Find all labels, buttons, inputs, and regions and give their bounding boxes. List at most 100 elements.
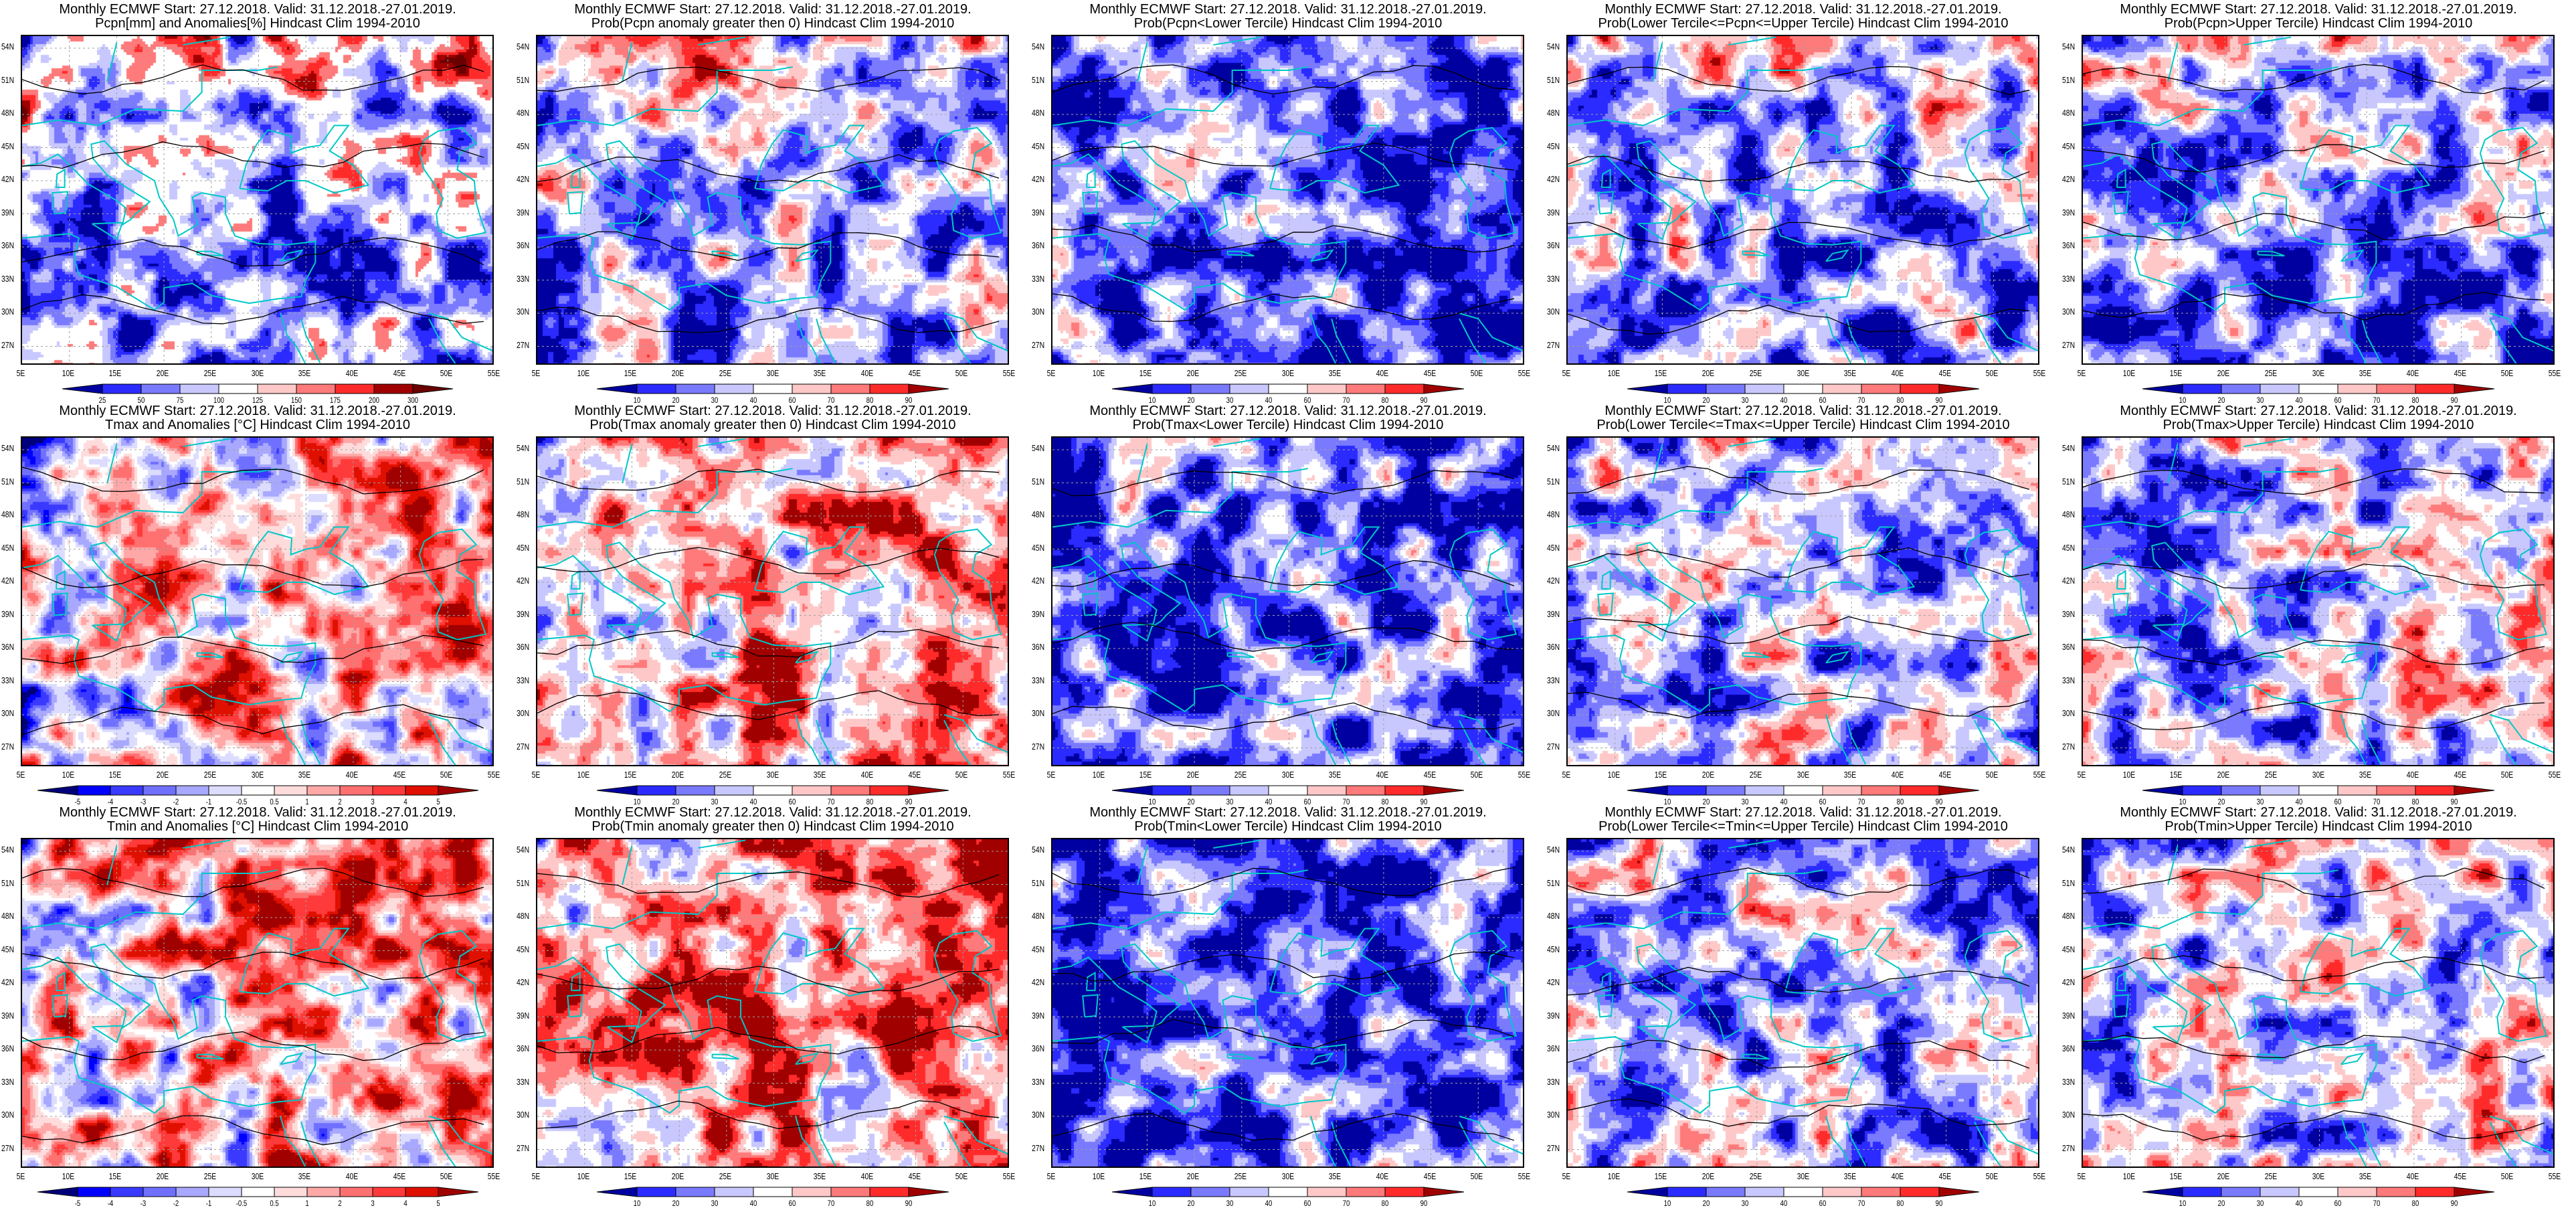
x-tick-label: 25E <box>203 368 217 378</box>
y-tick-label: 33N <box>1 675 15 685</box>
coastline <box>2083 468 2338 528</box>
y-tick-label: 30N <box>1032 307 1045 317</box>
x-tick-label: 10E <box>62 368 74 378</box>
x-tick-label: 15E <box>624 368 637 378</box>
x-tick-label: 55E <box>487 770 500 780</box>
colorbar-box <box>2221 383 2261 394</box>
y-tick-label: 30N <box>2062 708 2076 718</box>
colorbar-label: 3 <box>370 797 375 806</box>
y-tick-label: 36N <box>1 240 15 250</box>
coastline <box>1052 869 1308 930</box>
y-tick-label: 54N <box>1547 41 1560 52</box>
x-tick-label: 50E <box>955 1171 968 1181</box>
colorbar-box <box>241 1187 274 1197</box>
colorbar-low-triangle <box>1627 383 1668 394</box>
x-tick-label: 15E <box>109 770 122 780</box>
colorbar-box <box>792 383 832 394</box>
colorbar-label: 10 <box>2179 797 2187 806</box>
colorbar-label: 30 <box>2256 797 2264 806</box>
x-tick-label: 55E <box>2548 1171 2561 1181</box>
colorbar-label: 40 <box>749 396 757 405</box>
colorbar-box <box>296 383 336 394</box>
coastline <box>92 222 124 240</box>
x-tick-label: 10E <box>62 770 74 780</box>
map-plot-area <box>1566 436 2039 766</box>
x-tick-label: 55E <box>487 368 500 378</box>
y-tick-label: 33N <box>2062 675 2076 685</box>
contour-line <box>537 468 1000 493</box>
coastline <box>1728 839 1776 849</box>
x-tick-label: 45E <box>908 770 921 780</box>
colorbar-box <box>2260 383 2300 394</box>
colorbar-label: 20 <box>1702 797 1710 806</box>
y-tick-label: 27N <box>1547 741 1560 752</box>
map-overlay <box>537 839 1008 1167</box>
colorbar-box <box>175 785 209 796</box>
coastline <box>183 839 231 849</box>
map-overlay <box>1568 36 2038 363</box>
colorbar-box <box>1706 785 1746 796</box>
colorbar-label: 60 <box>788 396 796 405</box>
colorbar-box <box>175 1187 209 1197</box>
x-tick-label: 10E <box>1607 368 1620 378</box>
coastline <box>418 930 487 1042</box>
coastline <box>1742 1053 1770 1060</box>
colorbar-box <box>218 383 258 394</box>
forecast-panel: Monthly ECMWF Start: 27.12.2018. Valid: … <box>1030 803 1546 1208</box>
coastline <box>1568 943 1862 1114</box>
colorbar-label: -1 <box>205 797 211 806</box>
colorbar-label: 90 <box>905 797 913 806</box>
contour-line <box>1568 1098 2030 1127</box>
coastline <box>196 1053 224 1060</box>
y-tick-label: 42N <box>1032 977 1045 987</box>
colorbar-box <box>1307 1187 1347 1197</box>
x-tick-label: 20E <box>1186 368 1200 378</box>
map-plot-area <box>21 838 494 1168</box>
colorbar-label: 200 <box>368 396 380 405</box>
y-tick-label: 54N <box>2062 443 2076 453</box>
coastline <box>795 249 819 262</box>
x-tick-label: 25E <box>2264 1171 2278 1181</box>
colorbar-box <box>2182 785 2222 796</box>
contour-line <box>1568 155 2030 183</box>
y-tick-label: 27N <box>2062 1142 2076 1153</box>
colorbar-box <box>2376 383 2416 394</box>
coastline <box>1825 651 1849 664</box>
coastline <box>428 318 456 363</box>
colorbar-low-triangle <box>37 1187 78 1197</box>
contour-line <box>1568 305 2030 335</box>
colorbar-label: 70 <box>1342 1199 1350 1208</box>
coastline <box>2300 928 2431 997</box>
coastline <box>2112 592 2129 616</box>
x-tick-label: 30E <box>1281 770 1294 780</box>
coastline <box>239 124 370 194</box>
x-tick-label: 45E <box>2454 770 2466 780</box>
coastline <box>22 468 278 528</box>
x-tick-label: 50E <box>2501 770 2514 780</box>
coastline <box>1637 222 1669 240</box>
field-heatmap <box>2083 36 2553 363</box>
forecast-panel: Monthly ECMWF Start: 27.12.2018. Valid: … <box>1546 803 2061 1208</box>
y-tick-label: 30N <box>1547 1110 1560 1120</box>
x-tick-label: 30E <box>2312 770 2324 780</box>
y-tick-label: 33N <box>1547 675 1560 685</box>
forecast-panel: Monthly ECMWF Start: 27.12.2018. Valid: … <box>515 402 1030 807</box>
colorbar-label: 10 <box>1663 1199 1671 1208</box>
y-tick-label: 33N <box>2062 1076 2076 1087</box>
colorbar-label: 10 <box>2179 396 2187 405</box>
coastline <box>2340 714 2367 765</box>
y-tick-label: 33N <box>1547 273 1560 284</box>
coastline <box>933 930 1002 1042</box>
colorbar-label: 70 <box>1342 797 1350 806</box>
y-tick-label: 27N <box>1032 339 1045 350</box>
y-tick-label: 39N <box>517 207 530 218</box>
contour-line <box>1052 224 1515 253</box>
y-tick-label: 30N <box>1 307 15 317</box>
coastline <box>2489 313 2553 352</box>
y-tick-label: 48N <box>2062 509 2076 519</box>
colorbar-label: -2 <box>173 797 179 806</box>
colorbar-label: -2 <box>173 1199 179 1208</box>
colorbar-label: 30 <box>2256 1199 2264 1208</box>
coastline <box>1213 839 1261 849</box>
x-tick-label: 35E <box>1843 1171 1857 1181</box>
